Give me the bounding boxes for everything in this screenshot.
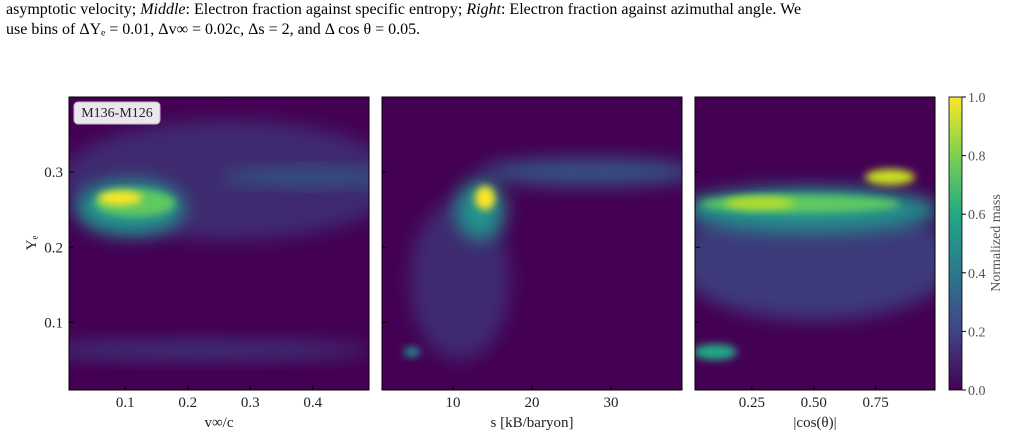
colorbar	[948, 96, 963, 391]
x-axis-label: s [kB/baryon]	[491, 415, 574, 431]
x-tick-label: 0.2	[178, 395, 197, 411]
colorbar-tick-label: 0.8	[968, 150, 986, 165]
caption-text: Middle	[139, 1, 185, 18]
x-tick-label: 0.50	[801, 395, 827, 411]
x-tick-label: 0.3	[241, 395, 260, 411]
caption-text: : Electron fraction against specific ent…	[186, 1, 467, 18]
caption-text: Right	[465, 1, 501, 18]
legend-box	[73, 101, 161, 125]
x-tick-label: 0.25	[739, 395, 765, 411]
x-tick-label: 20	[525, 395, 540, 411]
heatmap	[695, 97, 935, 390]
x-tick-label: 0.1	[116, 395, 135, 411]
colorbar-tick-label: 0.4	[968, 267, 986, 282]
y-tick-label: 0.1	[44, 315, 63, 331]
x-tick-label: 10	[446, 395, 461, 411]
colorbar-tick-label: 0.0	[968, 384, 986, 399]
x-tick-label: 30	[603, 395, 618, 411]
y-tick-label: 0.3	[44, 165, 63, 181]
x-tick-label: 0.75	[862, 395, 888, 411]
heatmap	[69, 97, 369, 390]
legend-label: M136-M126	[81, 106, 153, 121]
caption-text: : Electron fraction against azimuthal an…	[501, 1, 801, 18]
y-tick-label: 0.2	[44, 240, 63, 256]
x-tick-label: 0.4	[303, 395, 322, 411]
y-axis-label: Yₑ	[24, 236, 40, 251]
x-axis-label: v∞/c	[204, 415, 233, 431]
heatmap	[382, 97, 682, 390]
caption-text: asymptotic velocity;	[6, 1, 140, 18]
x-axis-label: |cos(θ)|	[793, 415, 836, 431]
colorbar-tick-label: 0.2	[968, 325, 986, 340]
colorbar-tick-label: 1.0	[968, 91, 986, 106]
colorbar-tick-label: 0.6	[968, 208, 986, 223]
caption-line: asymptotic velocity; Middle: Electron fr…	[6, 1, 801, 18]
caption-line: use bins of ΔYₑ = 0.01, Δv∞ = 0.02c, Δs …	[6, 21, 420, 38]
colorbar-label: Normalized mass	[989, 194, 1004, 292]
